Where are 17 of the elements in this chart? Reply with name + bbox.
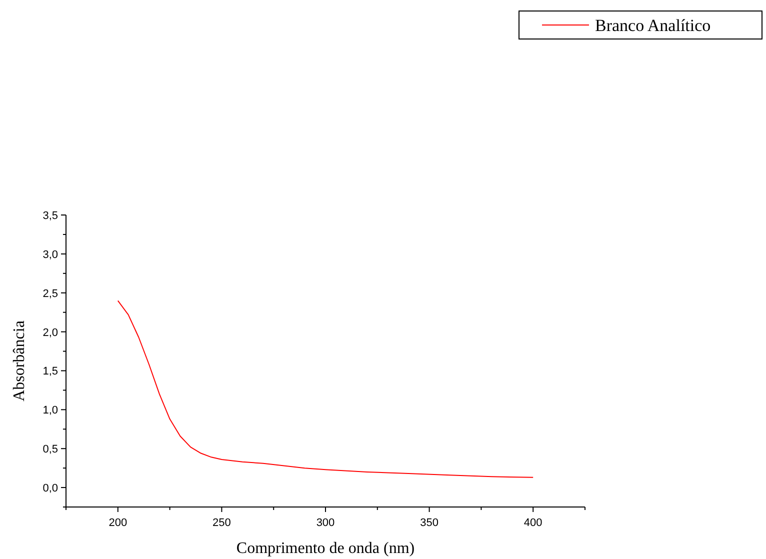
x-axis-title: Comprimento de onda (nm) <box>236 540 415 557</box>
y-tick-label: 0,5 <box>42 444 58 456</box>
y-tick-label: 1,5 <box>42 366 58 378</box>
legend-label: Branco Analítico <box>595 16 711 35</box>
y-tick-label: 3,5 <box>42 210 58 222</box>
x-tick-label: 250 <box>212 517 231 529</box>
x-tick-label: 300 <box>316 517 335 529</box>
x-tick-label: 200 <box>108 517 128 529</box>
y-tick-label: 0,0 <box>42 482 58 495</box>
line-series <box>117 300 534 478</box>
y-tick-label: 2,5 <box>42 288 58 300</box>
y-tick-label: 2,0 <box>42 326 58 339</box>
x-tick-label: 350 <box>420 517 438 529</box>
y-tick-label: 3,0 <box>42 248 58 261</box>
y-tick-label: 1,0 <box>42 404 58 417</box>
x-tick-label: 400 <box>524 517 542 529</box>
y-axis-title: Absorbância <box>11 320 28 402</box>
